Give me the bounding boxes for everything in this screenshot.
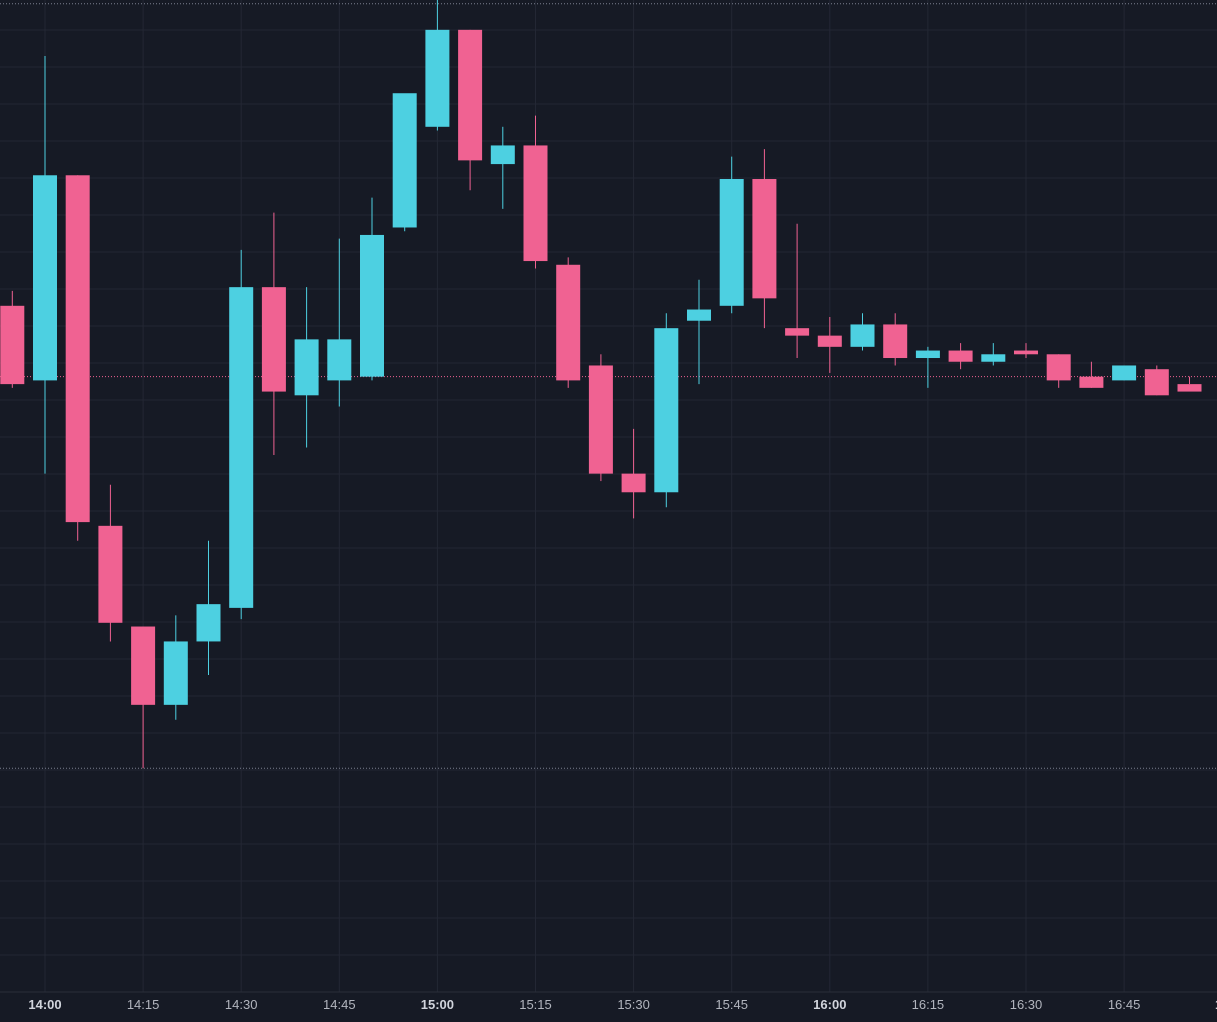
candle-body[interactable]: [556, 264, 581, 381]
candle-body[interactable]: [588, 365, 613, 474]
candle[interactable]: [588, 354, 613, 482]
candle[interactable]: [719, 156, 744, 314]
candle[interactable]: [687, 279, 711, 385]
candle-body[interactable]: [425, 29, 450, 127]
candle[interactable]: [458, 29, 483, 191]
candle[interactable]: [654, 313, 679, 508]
x-tick-label: 14:45: [323, 997, 356, 1012]
candle[interactable]: [327, 238, 352, 407]
candle-body[interactable]: [883, 324, 908, 359]
candle-body[interactable]: [458, 29, 483, 161]
candle[interactable]: [883, 313, 908, 366]
x-tick-label: 15:15: [519, 997, 552, 1012]
x-tick-label: 15:45: [715, 997, 748, 1012]
candle[interactable]: [163, 615, 188, 720]
candle-body[interactable]: [948, 350, 973, 362]
candle[interactable]: [817, 316, 842, 373]
candle-body[interactable]: [1046, 354, 1071, 381]
candle[interactable]: [33, 55, 57, 474]
reference-lines: [0, 3, 1217, 769]
candle-body[interactable]: [719, 179, 744, 306]
candle[interactable]: [360, 197, 384, 381]
candle[interactable]: [425, 0, 450, 131]
candle-body[interactable]: [621, 473, 646, 493]
candle[interactable]: [948, 343, 973, 370]
candle[interactable]: [196, 540, 221, 676]
candle[interactable]: [490, 126, 515, 209]
candle-body[interactable]: [687, 309, 711, 321]
candle-body[interactable]: [785, 328, 810, 336]
candle[interactable]: [523, 115, 548, 269]
x-tick-label: 15:00: [421, 997, 454, 1012]
candle-body[interactable]: [654, 328, 679, 493]
candle-body[interactable]: [229, 287, 254, 608]
x-tick-label: 16:00: [813, 997, 846, 1012]
candle[interactable]: [229, 249, 254, 620]
candle-body[interactable]: [0, 305, 25, 385]
candle-body[interactable]: [490, 145, 515, 165]
candle-body[interactable]: [294, 339, 319, 396]
candle-body[interactable]: [850, 324, 875, 347]
candle-body[interactable]: [817, 335, 842, 347]
grid: [0, 0, 1217, 992]
x-tick-label: 14:30: [225, 997, 258, 1012]
candle-body[interactable]: [163, 641, 188, 705]
candle[interactable]: [1144, 365, 1169, 396]
candle-body[interactable]: [392, 93, 417, 228]
x-tick-label: 16:45: [1108, 997, 1141, 1012]
candle-body[interactable]: [196, 604, 221, 642]
candle[interactable]: [1046, 354, 1071, 388]
candle[interactable]: [556, 257, 581, 388]
x-tick-label: 14:00: [28, 997, 61, 1012]
candle-body[interactable]: [752, 179, 777, 299]
candle-body[interactable]: [1144, 369, 1169, 396]
x-tick-label: 18: [1215, 997, 1217, 1012]
candle-body[interactable]: [327, 339, 352, 381]
candle[interactable]: [1112, 365, 1137, 381]
candle-body[interactable]: [523, 145, 548, 262]
candle[interactable]: [1177, 376, 1202, 392]
candle-body[interactable]: [65, 175, 90, 523]
candle[interactable]: [98, 484, 123, 642]
candle[interactable]: [65, 175, 90, 541]
candle-body[interactable]: [915, 350, 940, 359]
candle[interactable]: [131, 626, 156, 769]
x-tick-label: 14:15: [127, 997, 160, 1012]
x-tick-label: 16:15: [912, 997, 945, 1012]
candle-body[interactable]: [131, 626, 156, 705]
candle[interactable]: [621, 428, 646, 519]
candle-body[interactable]: [1112, 365, 1137, 381]
candle-body[interactable]: [33, 175, 57, 381]
candle[interactable]: [392, 93, 417, 232]
candle[interactable]: [0, 290, 25, 388]
candle[interactable]: [261, 212, 286, 455]
candle-body[interactable]: [261, 287, 286, 392]
candle-body[interactable]: [1079, 376, 1104, 388]
candle-body[interactable]: [1177, 384, 1202, 392]
candle-body[interactable]: [981, 354, 1006, 362]
candle[interactable]: [850, 313, 875, 351]
candle[interactable]: [785, 223, 810, 359]
candle[interactable]: [981, 343, 1006, 366]
candle[interactable]: [294, 287, 319, 448]
candle-body[interactable]: [1014, 350, 1038, 355]
candle[interactable]: [915, 346, 940, 388]
candle[interactable]: [1079, 361, 1104, 388]
candle[interactable]: [752, 149, 777, 329]
x-tick-label: 16:30: [1010, 997, 1043, 1012]
x-axis[interactable]: 14:00 14:15 14:30 14:45 15:00 15:15 15:30 15:45…: [28, 997, 1217, 1012]
candles[interactable]: [0, 0, 1202, 769]
candle[interactable]: [1014, 343, 1038, 359]
candle-body[interactable]: [98, 525, 123, 623]
candle-body[interactable]: [360, 234, 384, 377]
x-tick-label: 15:30: [617, 997, 650, 1012]
